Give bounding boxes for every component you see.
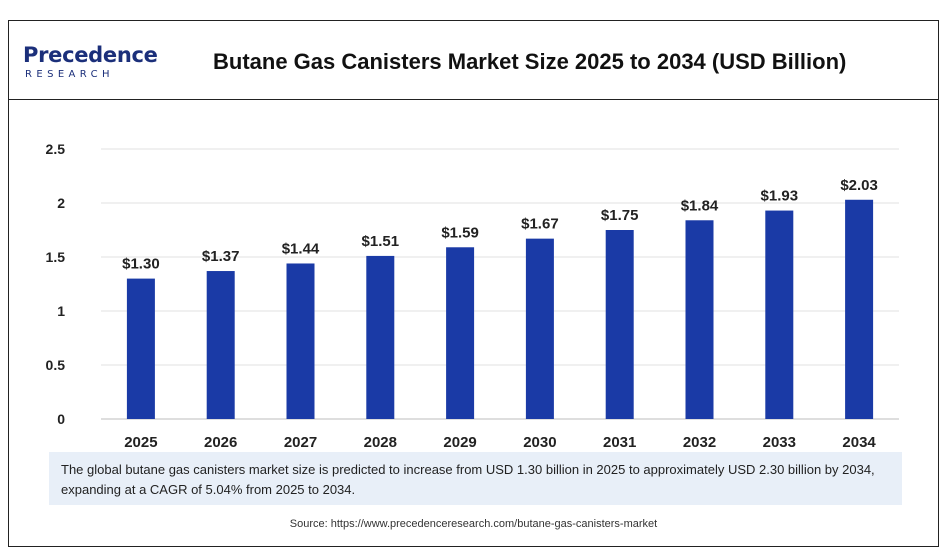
x-tick-label: 2033 — [763, 434, 796, 450]
y-tick-label: 0.5 — [46, 357, 66, 373]
x-tick-label: 2029 — [443, 434, 476, 450]
brand-name: Precedence — [23, 43, 158, 67]
data-label: $2.03 — [840, 177, 878, 194]
x-tick-label: 2030 — [523, 434, 556, 450]
data-label: $1.67 — [521, 216, 559, 233]
bar — [206, 271, 235, 419]
data-label: $1.30 — [122, 256, 160, 273]
data-label: $1.75 — [601, 207, 639, 224]
x-tick-label: 2028 — [364, 434, 397, 450]
data-label: $1.93 — [761, 188, 799, 205]
chart-header: Precedence RESEARCH Butane Gas Canisters… — [9, 21, 938, 100]
y-tick-label: 2.5 — [46, 141, 66, 157]
bar — [446, 247, 475, 419]
brand-logo: Precedence RESEARCH — [23, 43, 163, 83]
y-tick-label: 0 — [57, 411, 65, 427]
bar — [126, 278, 155, 419]
x-tick-label: 2025 — [124, 434, 157, 450]
data-label: $1.84 — [681, 197, 719, 214]
summary-note: The global butane gas canisters market s… — [49, 452, 902, 505]
bar — [286, 263, 315, 419]
bar — [845, 199, 874, 419]
y-tick-label: 2 — [57, 195, 65, 211]
bar — [765, 210, 794, 419]
data-label: $1.51 — [362, 233, 400, 250]
data-label: $1.37 — [202, 248, 240, 265]
bar — [685, 220, 714, 419]
x-tick-label: 2027 — [284, 434, 317, 450]
x-tick-label: 2032 — [683, 434, 716, 450]
bar-chart: 0 0.5 1 1.5 2 2.5 $1.30 2025 $1.37 2026 $1.44 2027 $… — [46, 141, 899, 450]
bar — [366, 255, 395, 419]
chart-frame: Precedence RESEARCH Butane Gas Canisters… — [8, 20, 939, 547]
data-label: $1.44 — [282, 240, 320, 257]
source-text: Source: https://www.precedenceresearch.c… — [289, 518, 658, 530]
x-tick-label: 2034 — [842, 434, 876, 450]
brand-sub: RESEARCH — [25, 69, 114, 80]
x-tick-label: 2026 — [204, 434, 237, 450]
bar — [525, 238, 554, 419]
y-tick-label: 1.5 — [46, 249, 66, 265]
chart-title: Butane Gas Canisters Market Size 2025 to… — [213, 49, 847, 74]
bar — [605, 230, 634, 419]
y-tick-label: 1 — [57, 303, 65, 319]
data-label: $1.59 — [441, 224, 479, 241]
x-tick-label: 2031 — [603, 434, 636, 450]
